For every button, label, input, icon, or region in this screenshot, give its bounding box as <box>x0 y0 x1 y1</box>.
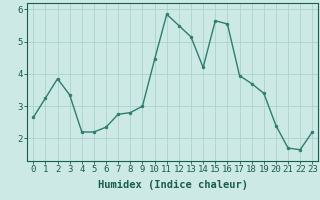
X-axis label: Humidex (Indice chaleur): Humidex (Indice chaleur) <box>98 180 248 190</box>
